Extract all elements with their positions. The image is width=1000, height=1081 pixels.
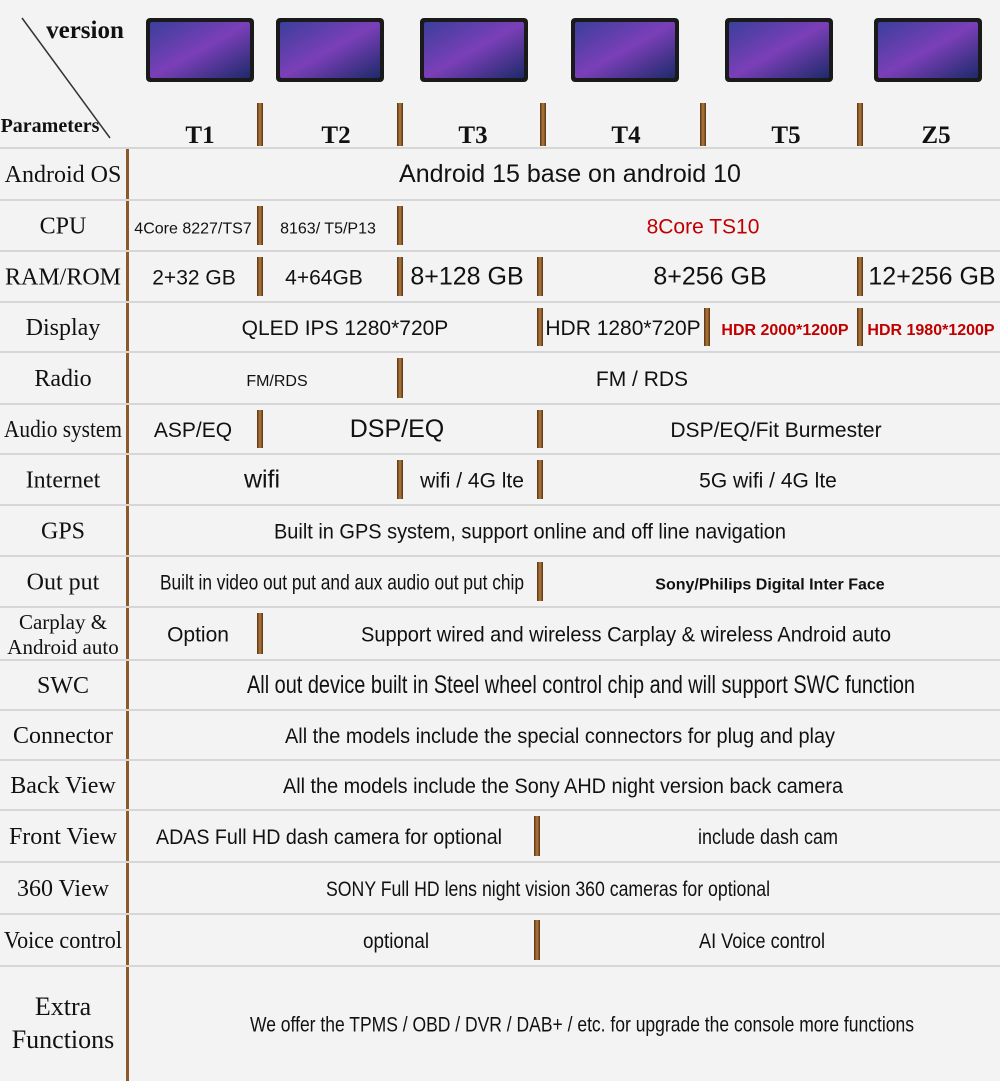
row-label: Android auto — [7, 635, 118, 659]
divider — [857, 308, 863, 346]
cell-text: All the models include the Sony AHD nigh… — [283, 775, 843, 798]
row-label: Voice control — [4, 928, 122, 954]
divider — [397, 206, 403, 245]
screen — [280, 22, 380, 78]
row-label: Audio system — [4, 417, 122, 443]
cell-text: We offer the TPMS / OBD / DVR / DAB+ / e… — [250, 1014, 914, 1037]
model-name: T5 — [771, 122, 800, 149]
model-name: T2 — [321, 122, 350, 149]
cell-text: All the models include the special conne… — [285, 725, 835, 748]
divider — [537, 562, 543, 601]
screen — [424, 22, 524, 78]
divider — [257, 206, 263, 245]
row-label: Back View — [10, 773, 116, 799]
cell-text: AI Voice control — [699, 930, 825, 953]
row-label: Front View — [9, 824, 118, 850]
screen — [150, 22, 250, 78]
row-label: RAM/ROM — [5, 265, 121, 291]
cell-text: 8163/ T5/P13 — [280, 221, 376, 238]
cell-text: ADAS Full HD dash camera for optional — [156, 826, 502, 849]
cell-text: Built in video out put and aux audio out… — [160, 572, 524, 595]
cell-text: HDR 1280*720P — [545, 317, 700, 340]
cell-text: 4+64GB — [285, 267, 363, 290]
row-label: Android OS — [5, 162, 122, 188]
cell-text: DSP/EQ — [350, 415, 444, 443]
cell-text: 8+256 GB — [653, 263, 766, 291]
divider — [257, 257, 263, 296]
cell-text: 12+256 GB — [868, 263, 995, 291]
model-name: T3 — [458, 122, 487, 149]
screen — [878, 22, 978, 78]
row-label: SWC — [37, 673, 89, 699]
cell-text: SONY Full HD lens night vision 360 camer… — [326, 878, 770, 901]
row-label: CPU — [40, 214, 87, 240]
cell-text: wifi — [243, 466, 280, 494]
corner-top: version — [46, 17, 124, 44]
cell-text: Support wired and wireless Carplay & wir… — [361, 624, 891, 647]
cell-text: Sony/Philips Digital Inter Face — [655, 577, 884, 594]
cell-text: ASP/EQ — [154, 419, 232, 442]
cell-text: FM/RDS — [246, 373, 307, 390]
cell-text: Option — [167, 624, 229, 647]
cell-text: wifi / 4G lte — [419, 470, 524, 493]
divider — [540, 103, 546, 146]
screen — [575, 22, 675, 78]
divider — [257, 103, 263, 146]
cell-text: FM / RDS — [596, 368, 688, 391]
divider — [857, 257, 863, 296]
cell-text: DSP/EQ/Fit Burmester — [670, 419, 881, 442]
row-label: GPS — [41, 519, 85, 545]
corner-bottom: Parameters — [1, 115, 100, 137]
model-name: T4 — [611, 122, 641, 149]
row-label: Internet — [26, 468, 101, 494]
divider — [537, 308, 543, 346]
cell-text: QLED IPS 1280*720P — [242, 317, 449, 340]
divider — [397, 358, 403, 398]
row-label: 360 View — [17, 876, 110, 902]
label-column-border — [126, 148, 129, 1081]
divider — [700, 103, 706, 146]
divider — [537, 460, 543, 499]
screen — [729, 22, 829, 78]
divider — [257, 410, 263, 448]
cell-text: All out device built in Steel wheel cont… — [247, 671, 915, 699]
divider — [534, 816, 540, 856]
corner-diagonal — [21, 17, 111, 139]
cell-text: 8+128 GB — [410, 263, 523, 291]
row-label: Connector — [13, 723, 113, 749]
row-label: Carplay & — [19, 610, 107, 634]
cell-text: 4Core 8227/TS7 — [134, 221, 252, 238]
row-label: Display — [26, 315, 101, 341]
divider — [397, 257, 403, 296]
divider — [534, 920, 540, 960]
row-label: Out put — [27, 570, 100, 596]
cell-text: 2+32 GB — [152, 267, 235, 290]
cell-text: HDR 1980*1200P — [867, 322, 995, 339]
divider — [257, 613, 263, 654]
divider — [537, 257, 543, 296]
cell-text: Android 15 base on android 10 — [399, 160, 741, 188]
divider — [857, 103, 863, 146]
cell-text: 5G wifi / 4G lte — [699, 470, 837, 493]
divider — [397, 460, 403, 499]
cell-text: 8Core TS10 — [647, 216, 760, 239]
divider — [397, 103, 403, 146]
row-label: Functions — [12, 1025, 115, 1054]
cell-text: Built in GPS system, support online and … — [274, 521, 786, 544]
model-name: T1 — [185, 122, 214, 149]
cell-text: optional — [363, 930, 429, 953]
row-label: Radio — [34, 366, 91, 392]
divider — [704, 308, 710, 346]
row-label: Extra — [35, 992, 92, 1021]
cell-text: include dash cam — [698, 826, 838, 849]
divider — [537, 410, 543, 448]
model-name: Z5 — [921, 122, 950, 149]
cell-text: HDR 2000*1200P — [721, 322, 849, 339]
